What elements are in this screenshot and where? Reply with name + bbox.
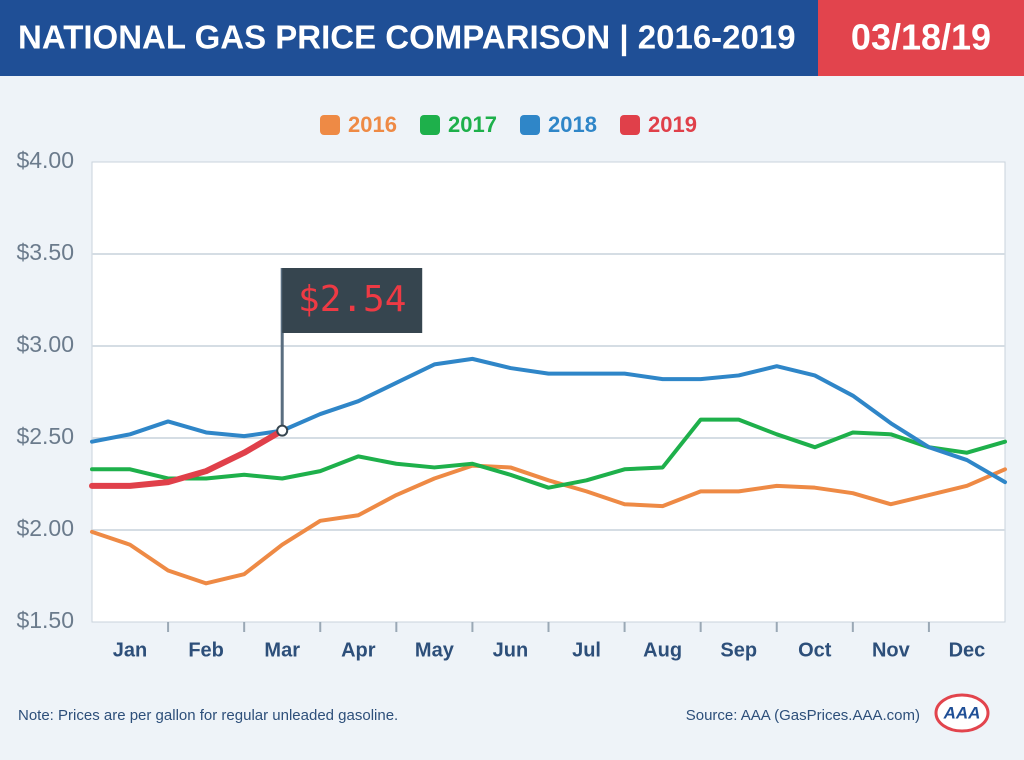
y-tick-label: $2.50 [16, 423, 74, 449]
x-tick-label: Mar [264, 639, 300, 661]
x-tick-label: Jan [113, 639, 147, 661]
series-line [89, 427, 286, 489]
x-tick-label: Apr [341, 639, 376, 661]
legend-swatch [620, 115, 640, 135]
callout-box [282, 268, 423, 333]
x-tick-label: Jun [493, 639, 529, 661]
value-label: $2.54 [298, 279, 406, 320]
callout-point [276, 424, 289, 437]
y-tick-label: $3.50 [16, 239, 74, 265]
date: 03/18/19 [851, 17, 991, 58]
logo: AAA [943, 703, 981, 722]
legend-swatch [520, 115, 540, 135]
series-line [90, 417, 1007, 490]
x-tick-label: Feb [188, 639, 224, 661]
legend-label: 2017 [448, 112, 497, 137]
legend-label: 2019 [648, 112, 697, 137]
y-tick-label: $3.00 [16, 331, 74, 357]
date-band [818, 0, 1024, 76]
plot-area [91, 161, 1006, 623]
header-band [0, 0, 818, 76]
y-tick-label: $1.50 [16, 607, 74, 633]
legend-swatch [420, 115, 440, 135]
source: Source: AAA (GasPrices.AAA.com) [686, 707, 920, 724]
x-tick-label: May [415, 639, 455, 661]
x-tick-label: Dec [949, 639, 986, 661]
x-tick-label: Jul [572, 639, 601, 661]
chart-title: NATIONAL GAS PRICE COMPARISON | 2016-201… [18, 19, 796, 56]
series-line [90, 463, 1007, 586]
logo-oval [934, 693, 990, 733]
legend-label: 2018 [548, 112, 597, 137]
note: Note: Prices are per gallon for regular … [18, 707, 398, 724]
y-tick-label: $2.00 [16, 515, 74, 541]
x-tick-label: Oct [798, 639, 832, 661]
series-line [90, 356, 1007, 485]
x-tick-label: Aug [643, 639, 682, 661]
y-tick-label: $4.00 [16, 147, 74, 173]
legend-swatch [320, 115, 340, 135]
legend-label: 2016 [348, 112, 397, 137]
x-tick-label: Sep [720, 639, 757, 661]
x-tick-label: Nov [872, 639, 911, 661]
